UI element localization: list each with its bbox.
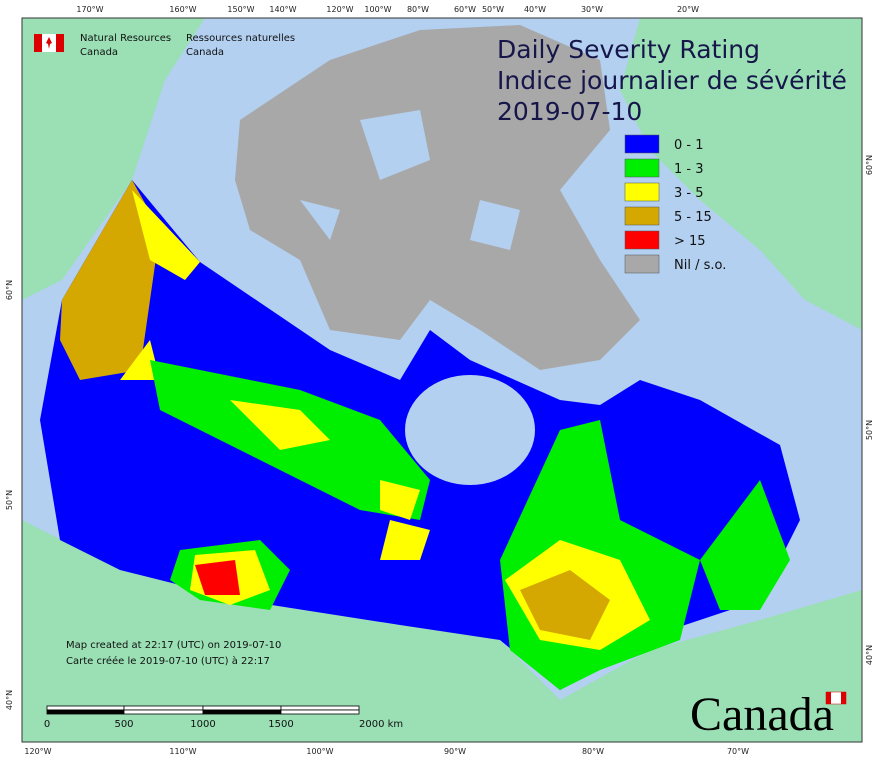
arctic-islands — [235, 25, 640, 370]
zone-prairie-yellow — [230, 400, 430, 560]
logo-text: Natural Resources — [80, 33, 171, 44]
zone-east-orange — [520, 570, 610, 640]
legend-label: 3 - 5 — [674, 186, 704, 201]
map-frame — [21, 17, 863, 743]
graticule-label: 60°N — [865, 155, 874, 175]
legend-label: 1 - 3 — [674, 162, 704, 177]
note: Map created at 22:17 (UTC) on 2019-07-10 — [66, 640, 281, 651]
graticule-label: 170°W — [76, 5, 103, 14]
graticule-label: 140°W — [269, 5, 296, 14]
graticule-label: 150°W — [227, 5, 254, 14]
graticule-label: 120°W — [24, 747, 51, 756]
scale-label: 1500 — [268, 719, 293, 730]
graticule-label: 70°W — [727, 747, 749, 756]
flag-band — [56, 34, 64, 52]
usa — [22, 520, 862, 742]
legend-swatch — [624, 254, 660, 274]
graticule-label: 90°W — [444, 747, 466, 756]
scale-label: 0 — [44, 719, 50, 730]
map-body — [21, 17, 863, 743]
graticule-label: 40°N — [865, 645, 874, 665]
arctic-channels — [300, 110, 520, 250]
scale-segment — [280, 709, 360, 715]
graticule-label: 110°W — [169, 747, 196, 756]
legend-swatch — [624, 230, 660, 250]
scale-segment — [46, 705, 125, 711]
graticule-label: 60°W — [454, 5, 476, 14]
flag-band — [34, 34, 42, 52]
logo-text: Canada — [186, 47, 224, 58]
graticule-label: 30°W — [581, 5, 603, 14]
scale-label: 2000 km — [359, 719, 403, 730]
graticule-label: 50°N — [5, 490, 14, 510]
flag-leaf — [46, 37, 52, 49]
scale-label: 500 — [114, 719, 133, 730]
title-date: 2019-07-10 — [497, 97, 642, 126]
legend: 0 - 1 1 - 3 3 - 5 5 - 15 > 15 Nil / s.o. — [624, 134, 726, 274]
scale-segment — [46, 709, 125, 715]
zone-bc-red — [195, 560, 240, 595]
scale-segment — [202, 709, 282, 715]
scale-segment — [202, 705, 282, 711]
wordmark-text: Canada — [690, 688, 834, 741]
graticule-label: 100°W — [306, 747, 333, 756]
legend-label: Nil / s.o. — [674, 258, 726, 273]
wordmark-flag-band — [826, 692, 831, 704]
graticule-label: 120°W — [326, 5, 353, 14]
graticule-label: 40°W — [524, 5, 546, 14]
legend-label: 0 - 1 — [674, 138, 704, 153]
graticule-label: 160°W — [169, 5, 196, 14]
graticule: 170°W 160°W 150°W 140°W 120°W 100°W 80°W 60°W 50… — [5, 5, 874, 756]
nrcan-logo: Natural Resources Canada Ressources natu… — [34, 33, 295, 58]
wordmark: Canada — [690, 688, 847, 741]
legend-label: 5 - 15 — [674, 210, 712, 225]
graticule-label: 80°W — [582, 747, 604, 756]
scale-segment — [123, 709, 204, 715]
zone-yellow-nw — [120, 190, 200, 380]
graticule-label: 80°W — [407, 5, 429, 14]
graticule-label: 40°N — [5, 690, 14, 710]
legend-swatch — [624, 134, 660, 154]
zone-maritime-green — [700, 480, 790, 610]
legend-label: > 15 — [674, 234, 706, 249]
legend-swatch — [624, 206, 660, 226]
hudson-bay — [405, 375, 535, 485]
scale-label: 1000 — [190, 719, 215, 730]
graticule-label: 60°N — [5, 280, 14, 300]
legend-swatch — [624, 158, 660, 178]
alaska — [22, 18, 205, 300]
greenland — [620, 18, 862, 330]
title: Daily Severity Rating — [497, 35, 760, 64]
graticule-label: 50°N — [865, 420, 874, 440]
zone-yukon — [60, 180, 160, 380]
logo-text: Ressources naturelles — [186, 33, 295, 44]
note: Carte créée le 2019-07-10 (UTC) à 22:17 — [66, 655, 270, 667]
scale-segment — [280, 705, 360, 711]
graticule-label: 100°W — [364, 5, 391, 14]
scale-bar: 0 500 1000 1500 2000 km — [44, 705, 403, 730]
wordmark-flag-band — [841, 692, 846, 704]
title: Indice journalier de sévérité — [497, 66, 847, 95]
graticule-label: 20°W — [677, 5, 699, 14]
legend-swatch — [624, 182, 660, 202]
graticule-label: 50°W — [482, 5, 504, 14]
logo-text: Canada — [80, 47, 118, 58]
scale-segment — [123, 705, 204, 711]
